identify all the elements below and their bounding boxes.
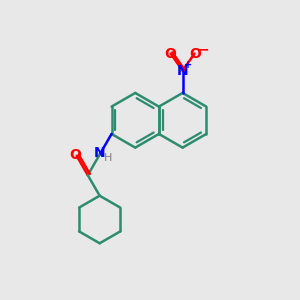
Text: O: O <box>69 148 81 162</box>
Text: H: H <box>104 153 112 163</box>
Text: +: + <box>184 60 192 70</box>
Text: O: O <box>164 46 176 61</box>
Text: O: O <box>189 46 201 61</box>
Text: N: N <box>177 64 188 78</box>
Text: N: N <box>94 146 106 161</box>
Text: −: − <box>198 42 209 56</box>
